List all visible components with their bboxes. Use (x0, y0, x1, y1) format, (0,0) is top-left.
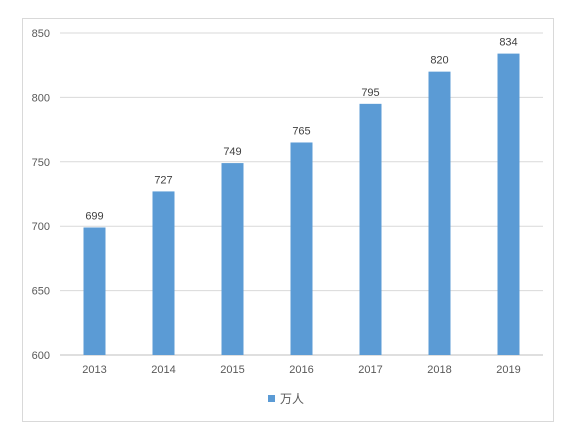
x-tick-label: 2013 (82, 364, 106, 376)
gridlines (60, 32, 543, 356)
bar-2014 (152, 191, 175, 355)
x-tick-label: 2014 (151, 364, 175, 376)
bar-2016 (290, 142, 313, 355)
x-tick-label: 2016 (289, 364, 313, 376)
data-label-2017: 795 (361, 87, 379, 99)
data-label-2014: 727 (154, 174, 172, 186)
y-tick-label: 650 (32, 286, 50, 298)
bars (83, 53, 520, 355)
x-tick-label: 2018 (427, 364, 451, 376)
data-label-2013: 699 (85, 210, 103, 222)
data-labels: 699 727 749 765 795 820 834 (85, 37, 517, 223)
y-tick-label: 850 (32, 28, 50, 40)
bar-2013 (83, 227, 106, 355)
y-tick-label: 600 (32, 350, 50, 362)
legend-swatch (267, 395, 275, 402)
bar-2017 (359, 103, 382, 355)
x-tick-label: 2015 (220, 364, 244, 376)
y-tick-label: 750 (32, 157, 50, 169)
data-label-2016: 765 (292, 125, 310, 137)
bar-2018 (428, 71, 451, 355)
y-tick-label: 700 (32, 221, 50, 233)
bar-2015 (221, 163, 244, 355)
data-label-2015: 749 (223, 146, 241, 158)
y-tick-label: 800 (32, 92, 50, 104)
x-tick-label: 2019 (496, 364, 520, 376)
bar-2019 (497, 53, 520, 355)
data-label-2018: 820 (430, 55, 448, 67)
legend: 万人 (0, 390, 572, 407)
x-tick-label: 2017 (358, 364, 382, 376)
y-axis-ticks: 600 650 700 750 800 850 (32, 28, 50, 362)
data-label-2019: 834 (499, 37, 517, 49)
x-axis-ticks: 2013 2014 2015 2016 2017 2018 2019 (82, 364, 520, 376)
legend-label: 万人 (279, 392, 304, 406)
